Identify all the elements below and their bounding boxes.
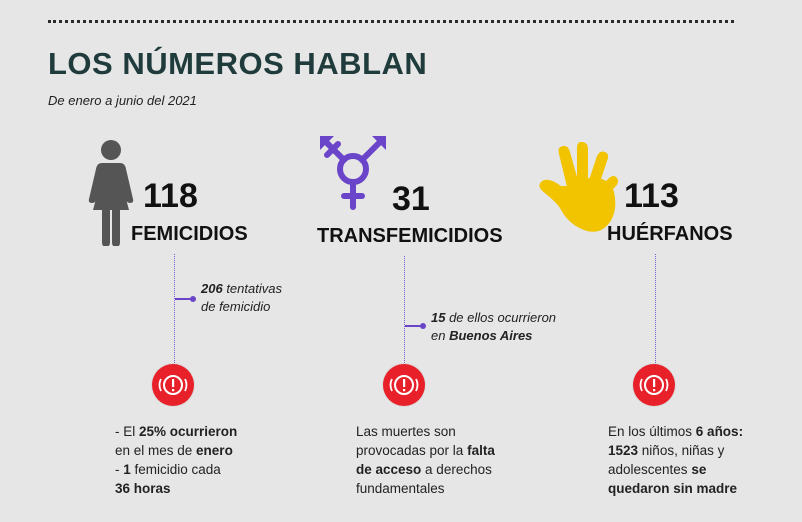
femicidios-connector: [175, 296, 196, 302]
femicidios-note: 206 tentativas de femicidio: [201, 281, 282, 314]
page-title: LOS NÚMEROS HABLAN: [48, 46, 428, 81]
huerfanos-count: 113: [624, 177, 679, 215]
femicidios-label: FEMICIDIOS: [131, 223, 248, 245]
huerfanos-alarm-icon: [633, 364, 675, 406]
transgender-symbol-icon: [318, 133, 388, 215]
hand-icon: [537, 141, 619, 240]
page-subtitle: De enero a junio del 2021: [48, 93, 197, 108]
femicidios-description: - El 25% ocurrieron en el mes de enero -…: [115, 424, 238, 496]
transfemicidios-note: 15 de ellos ocurrieron en Buenos Aires: [431, 310, 557, 343]
huerfanos-timeline: [655, 254, 656, 367]
huerfanos-label: HUÉRFANOS: [607, 223, 733, 245]
transfemicidios-count: 31: [392, 180, 430, 218]
femicidios-count: 118: [143, 177, 198, 215]
femicidios-timeline: [174, 254, 175, 367]
dotted-divider: [48, 20, 734, 23]
transfemicidios-description: Las muertes son provocadas por la falta …: [356, 424, 495, 496]
transfemicidios-connector: [405, 323, 426, 329]
huerfanos-description: En los últimos 6 años: 1523 niños, niñas…: [608, 424, 744, 496]
transfemicidios-timeline: [404, 256, 405, 367]
transfemicidios-alarm-icon: [383, 364, 425, 406]
transfemicidios-label: TRANSFEMICIDIOS: [317, 225, 503, 247]
femicidios-alarm-icon: [152, 364, 194, 406]
woman-icon: [88, 138, 134, 247]
